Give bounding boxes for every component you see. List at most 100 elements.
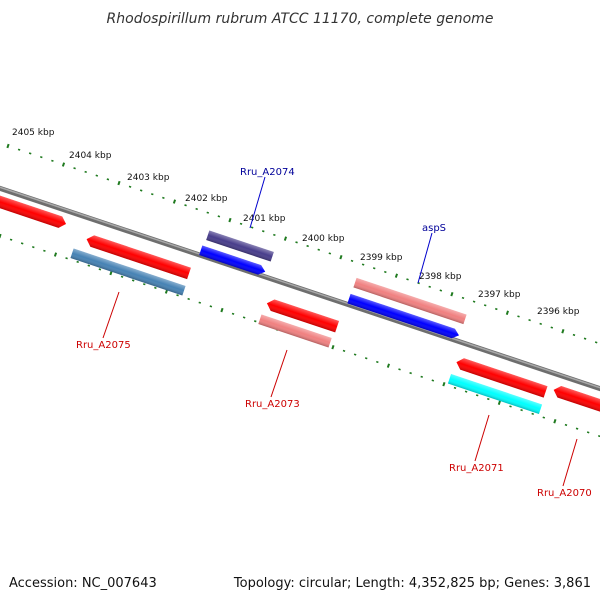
upper-tick-17 (195, 207, 198, 211)
lower-tick-6 (65, 257, 68, 260)
scale-label-2404: 2404 kbp (69, 151, 112, 161)
feature-lightred-asps[interactable] (353, 277, 467, 325)
feature-blue-asps[interactable] (347, 293, 460, 340)
upper-tick-45 (505, 310, 509, 315)
lower-tick-16 (176, 294, 179, 297)
lower-tick-11 (120, 275, 124, 278)
upper-tick-30 (339, 254, 343, 260)
scale-label-2405: 2405 kbp (12, 128, 55, 138)
feature-lightred-2073[interactable] (258, 314, 332, 348)
upper-tick-35 (394, 273, 399, 278)
lower-tick-31 (342, 349, 346, 352)
label-rru-a2073[interactable]: Rru_A2073 (245, 399, 300, 410)
leader-rru-a2071 (474, 414, 490, 462)
upper-tick-23 (261, 230, 265, 233)
lower-tick-52 (575, 427, 579, 430)
upper-tick-2 (28, 152, 32, 155)
lower-tick-49 (542, 416, 546, 419)
lower-tick-13 (142, 283, 146, 286)
lower-tick-track (0, 233, 600, 438)
upper-tick-40 (450, 291, 454, 297)
upper-tick-31 (350, 259, 354, 262)
lower-tick-15 (164, 289, 169, 294)
lower-tick-12 (131, 279, 135, 282)
upper-tick-25 (283, 236, 288, 241)
lower-tick-36 (398, 368, 401, 371)
scale-label-2401: 2401 kbp (243, 214, 286, 224)
upper-tick-51 (572, 333, 576, 337)
upper-tick-38 (428, 285, 432, 288)
feature-cyan-2071[interactable] (447, 374, 543, 414)
scale-label-2400: 2400 kbp (302, 234, 345, 244)
upper-tick-39 (439, 289, 443, 292)
upper-tick-28 (317, 248, 321, 251)
label-rru-a2074[interactable]: Rru_A2074 (240, 167, 295, 178)
feature-red-2[interactable] (85, 233, 191, 280)
upper-tick-50 (561, 329, 565, 334)
lower-tick-1 (9, 238, 13, 241)
feature-red-1[interactable] (0, 192, 68, 230)
lower-tick-14 (154, 286, 157, 289)
upper-tick-7 (84, 170, 87, 174)
upper-tick-22 (250, 226, 254, 229)
upper-tick-53 (594, 341, 598, 344)
feature-slate-2074[interactable] (206, 230, 274, 262)
accession-text: Accession: NC_007643 (9, 576, 157, 591)
upper-tick-43 (483, 304, 487, 307)
lower-tick-7 (76, 260, 79, 264)
label-rru-a2075[interactable]: Rru_A2075 (76, 340, 131, 351)
upper-tick-27 (306, 244, 309, 248)
lower-tick-53 (586, 431, 590, 434)
feature-red-2073[interactable] (265, 298, 339, 333)
scale-label-2396: 2396 kbp (537, 307, 580, 317)
lower-tick-34 (376, 360, 379, 364)
lower-tick-46 (509, 405, 512, 408)
upper-tick-37 (417, 281, 420, 285)
upper-tick-32 (361, 263, 365, 266)
lower-tick-41 (453, 386, 457, 390)
upper-tick-5 (61, 162, 66, 167)
upper-tick-34 (384, 270, 387, 274)
label-rru-a2070[interactable]: Rru_A2070 (537, 488, 592, 499)
upper-tick-track (6, 143, 598, 344)
upper-tick-14 (162, 196, 165, 199)
upper-tick-16 (184, 204, 187, 207)
lower-tick-5 (53, 252, 58, 257)
feature-steelblue-2075[interactable] (70, 248, 186, 296)
upper-tick-52 (583, 337, 587, 340)
genome-backbone (0, 185, 600, 392)
label-asps[interactable]: aspS (422, 223, 446, 234)
lower-tick-0 (0, 233, 2, 239)
upper-tick-0 (6, 143, 10, 149)
upper-tick-26 (295, 241, 298, 244)
lower-tick-30 (331, 344, 335, 350)
upper-tick-18 (206, 211, 210, 214)
lower-tick-4 (43, 249, 46, 252)
upper-tick-33 (372, 267, 376, 270)
upper-tick-47 (528, 319, 531, 322)
genome-backbone-highlight (0, 186, 600, 389)
upper-tick-11 (128, 185, 132, 188)
label-rru-a2071[interactable]: Rru_A2071 (449, 463, 504, 474)
lower-tick-9 (98, 268, 102, 271)
upper-tick-21 (239, 222, 243, 225)
lower-tick-3 (31, 246, 35, 249)
lower-tick-19 (209, 305, 213, 308)
upper-tick-49 (550, 326, 554, 329)
upper-tick-1 (17, 148, 21, 151)
leader-rru-a2073 (270, 349, 288, 398)
upper-tick-20 (228, 217, 232, 223)
leader-rru-a2070 (562, 438, 578, 487)
lower-tick-50 (553, 419, 557, 424)
lower-tick-21 (231, 312, 235, 315)
upper-tick-24 (273, 233, 276, 237)
upper-tick-41 (461, 296, 465, 300)
feature-red-2070[interactable] (552, 384, 600, 419)
leader-asps (417, 232, 433, 284)
upper-tick-6 (73, 167, 76, 170)
lower-tick-38 (420, 375, 424, 378)
feature-blue-2074[interactable] (199, 245, 267, 276)
feature-red-2071[interactable] (455, 356, 548, 398)
lower-tick-10 (109, 270, 113, 276)
